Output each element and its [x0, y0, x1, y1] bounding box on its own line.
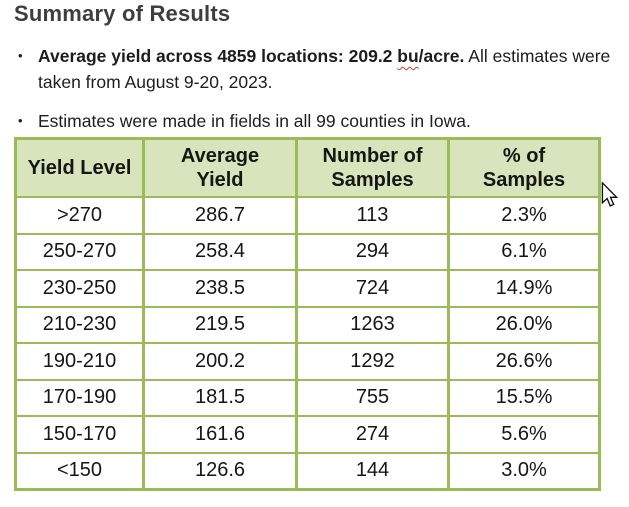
cell-yield-level: 150-170 [14, 415, 145, 454]
bullet-text: Average yield across 4859 locations: 209… [38, 43, 614, 95]
cell-percent-of-samples: 3.0% [447, 451, 601, 491]
cell-average-yield: 258.4 [142, 232, 298, 271]
header-line: Yield [196, 169, 244, 191]
table-row: 170-190 181.5 755 15.5% [14, 378, 601, 417]
cell-number-of-samples: 724 [295, 269, 450, 308]
bullet-regular-text: All estimates were taken from August 9-2… [38, 46, 611, 92]
spellcheck-squiggle-word: bu [397, 46, 419, 66]
cell-number-of-samples: 1292 [295, 342, 450, 381]
bullet-list: • Average yield across 4859 locations: 2… [14, 43, 614, 134]
cell-average-yield: 161.6 [142, 415, 298, 454]
bullet-item-average-yield: • Average yield across 4859 locations: 2… [14, 43, 614, 95]
header-line: Yield Level [27, 157, 132, 179]
bullet-marker: • [18, 48, 23, 63]
cell-percent-of-samples: 5.6% [447, 415, 601, 454]
table-row: 210-230 219.5 1263 26.0% [14, 305, 601, 344]
table-row: 250-270 258.4 294 6.1% [14, 232, 601, 271]
cell-percent-of-samples: 2.3% [447, 196, 601, 235]
cell-yield-level: 230-250 [14, 269, 145, 308]
header-cell-average-yield: Average Yield [142, 137, 298, 198]
header-line: Samples [331, 169, 414, 191]
table-row: 150-170 161.6 274 5.6% [14, 415, 601, 454]
results-table: Yield Level Average Yield Number of Sample… [14, 137, 601, 491]
bullet-text: Estimates were made in fields in all 99 … [38, 108, 614, 134]
header-cell-yield-level: Yield Level [14, 137, 145, 198]
cell-yield-level: 190-210 [14, 342, 145, 381]
mouse-cursor-icon [601, 182, 618, 207]
cell-number-of-samples: 113 [295, 196, 450, 235]
table-row: 230-250 238.5 724 14.9% [14, 269, 601, 308]
cell-percent-of-samples: 26.0% [447, 305, 601, 344]
cell-average-yield: 238.5 [142, 269, 298, 308]
cell-number-of-samples: 755 [295, 378, 450, 417]
cell-percent-of-samples: 15.5% [447, 378, 601, 417]
cell-yield-level: >270 [14, 196, 145, 235]
bullet-regular-text: Estimates were made in fields in all 99 … [38, 111, 471, 131]
table-row: >270 286.7 113 2.3% [14, 196, 601, 235]
cell-yield-level: 250-270 [14, 232, 145, 271]
cell-number-of-samples: 144 [295, 451, 450, 491]
cell-percent-of-samples: 6.1% [447, 232, 601, 271]
cell-percent-of-samples: 26.6% [447, 342, 601, 381]
cell-average-yield: 286.7 [142, 196, 298, 235]
cell-yield-level: 210-230 [14, 305, 145, 344]
cell-average-yield: 219.5 [142, 305, 298, 344]
cell-average-yield: 181.5 [142, 378, 298, 417]
header-line: % of [502, 145, 546, 167]
header-cell-number-of-samples: Number of Samples [295, 137, 450, 198]
cell-yield-level: 170-190 [14, 378, 145, 417]
table-header-row: Yield Level Average Yield Number of Sample… [14, 137, 601, 198]
cell-average-yield: 200.2 [142, 342, 298, 381]
cell-number-of-samples: 1263 [295, 305, 450, 344]
cell-average-yield: 126.6 [142, 451, 298, 491]
header-cell-percent-of-samples: % of Samples [447, 137, 601, 198]
bullet-bold-text-tail: /acre. [418, 46, 465, 66]
cell-number-of-samples: 274 [295, 415, 450, 454]
bullet-bold-text: Average yield across 4859 locations: 209… [38, 46, 398, 66]
cell-percent-of-samples: 14.9% [447, 269, 601, 308]
header-line: Number of [322, 145, 423, 167]
table-row: <150 126.6 144 3.0% [14, 451, 601, 491]
cell-number-of-samples: 294 [295, 232, 450, 271]
cell-yield-level: <150 [14, 451, 145, 491]
page-title: Summary of Results [14, 1, 231, 26]
header-line: Samples [482, 169, 566, 191]
bullet-item-counties: • Estimates were made in fields in all 9… [14, 108, 614, 134]
bullet-marker: • [18, 113, 23, 128]
table-row: 190-210 200.2 1292 26.6% [14, 342, 601, 381]
header-line: Average [180, 145, 260, 167]
